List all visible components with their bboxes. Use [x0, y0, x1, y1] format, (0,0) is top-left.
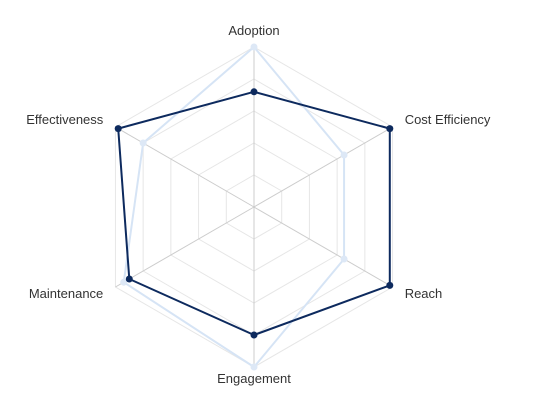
series-0-point-2 — [386, 281, 394, 289]
series-1-point-5 — [139, 139, 147, 147]
series-0-point-4 — [125, 275, 133, 283]
series-0-point-1 — [386, 125, 394, 133]
axis-spoke-2 — [253, 206, 393, 288]
series-1-point-2 — [340, 255, 348, 263]
axis-label-5: Effectiveness — [26, 112, 104, 127]
axis-spoke-4 — [115, 206, 255, 288]
series-0-point-5 — [114, 125, 122, 133]
series-0 — [114, 88, 394, 339]
axis-label-1: Cost Efficiency — [405, 112, 491, 127]
series-1-point-4 — [120, 278, 128, 286]
axis-spoke-5 — [115, 126, 255, 208]
series-1-point-0 — [250, 43, 258, 51]
series-1-point-3 — [250, 363, 258, 371]
axis-label-2: Reach — [405, 286, 443, 301]
series-0-point-0 — [250, 88, 258, 96]
axis-labels: Adoption Cost Efficiency Reach Engagement Ma… — [26, 23, 491, 386]
series-1 — [120, 43, 348, 371]
series-1-point-1 — [340, 151, 348, 159]
axis-label-0: Adoption — [228, 23, 279, 38]
series-layer — [114, 43, 394, 371]
axis-label-3: Engagement — [217, 371, 291, 386]
series-1-line — [122, 46, 346, 368]
axis-spoke-1 — [253, 126, 393, 208]
axis-label-4: Maintenance — [29, 286, 103, 301]
series-0-point-3 — [250, 331, 258, 339]
